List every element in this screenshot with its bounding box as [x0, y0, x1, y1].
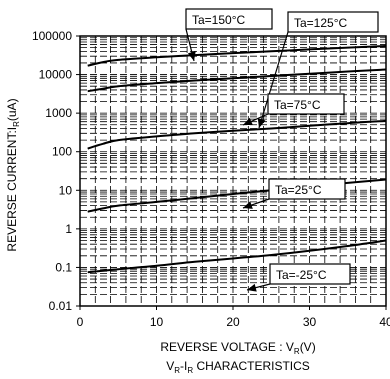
callout-arrowhead [243, 201, 253, 209]
series-callout: Ta=25°C [242, 178, 346, 209]
x-tick-label: 10 [150, 315, 164, 329]
series-callouts: Ta=150°C Ta=125°C Ta=75°C Ta=25°C Ta=-25°C [185, 8, 379, 292]
x-axis-label: REVERSE VOLTAGE : VR(V) [160, 340, 315, 356]
series-callout: Ta=150°C [185, 8, 273, 62]
series-line [87, 45, 387, 67]
chart-series-group [87, 45, 387, 274]
y-axis-label: REVERSE CURRENT:IR(uA) [5, 98, 21, 251]
chart-caption: VR-IR CHARACTERISTICS [166, 359, 310, 375]
callout-arrowhead [257, 118, 266, 128]
callout-box [268, 178, 346, 200]
series-label: Ta=25°C [275, 183, 322, 197]
x-tick-label: 20 [226, 315, 240, 329]
y-tick-label: 100000 [32, 29, 72, 43]
series-callout: Ta=125°C [257, 11, 379, 129]
y-tick-label: 10 [59, 183, 73, 197]
y-tick-label: 0.1 [55, 260, 72, 274]
x-tick-label: 40 [379, 315, 390, 329]
callout-box [269, 263, 351, 285]
series-callout: Ta=75°C [242, 93, 345, 126]
callout-arrow-line [258, 31, 289, 129]
series-line [87, 68, 387, 93]
series-line [87, 239, 387, 274]
series-line [87, 119, 387, 150]
series-callout: Ta=-25°C [246, 263, 351, 292]
series-label: Ta=75°C [274, 98, 321, 112]
y-tick-label: 1000 [45, 106, 72, 120]
callout-arrowhead [243, 117, 253, 126]
series-label: Ta=125°C [294, 16, 348, 30]
axis-ticks: 0 10 20 30 40 0.01 0.1 1 10 100 1000 10000 100000 [32, 29, 390, 329]
y-tick-label: 1 [65, 222, 72, 236]
series-label: Ta=150°C [192, 13, 246, 27]
callout-box [287, 11, 379, 33]
y-tick-label: 100 [52, 145, 72, 159]
y-tick-label: 0.01 [49, 299, 73, 313]
x-tick-label: 30 [303, 315, 317, 329]
x-tick-label: 0 [77, 315, 84, 329]
callout-box [185, 8, 273, 30]
callout-box [267, 93, 345, 115]
y-tick-label: 10000 [39, 68, 73, 82]
callout-arrowhead [247, 283, 257, 292]
series-label: Ta=-25°C [276, 268, 327, 282]
callout-arrowhead [187, 51, 196, 61]
